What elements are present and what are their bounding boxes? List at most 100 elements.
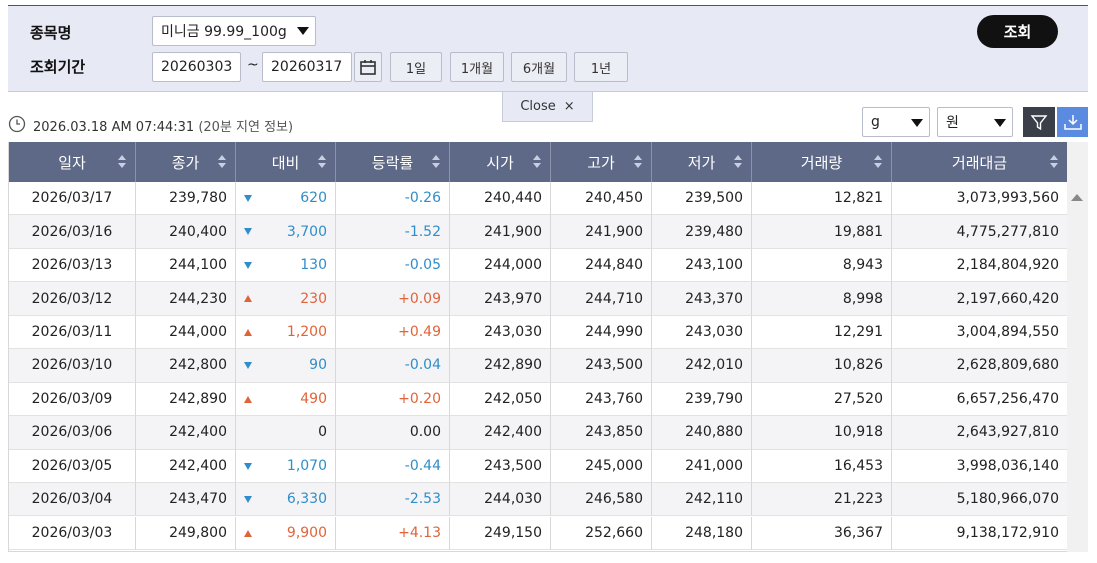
value-cell: -2.53 (336, 483, 450, 517)
down-arrow (244, 362, 252, 370)
value-cell: 12,821 (752, 182, 892, 216)
sort-icon (533, 163, 541, 168)
value-cell: 9,138,172,910 (892, 516, 1068, 550)
column-header[interactable]: 거래대금 (892, 142, 1068, 182)
change-text: 230 (300, 290, 327, 307)
close-text: Close (520, 99, 556, 114)
change-text: 620 (300, 190, 327, 207)
date-cell: 2026/03/16 (9, 215, 136, 249)
value-cell: -0.26 (336, 182, 450, 216)
change-text: 490 (300, 390, 327, 407)
value-cell: 27,520 (752, 382, 892, 417)
value-cell: 242,110 (652, 483, 752, 517)
column-header[interactable]: 거래량 (752, 142, 892, 182)
date-cell: 2026/03/03 (9, 516, 136, 550)
column-header[interactable]: 대비 (236, 142, 336, 182)
date-cell: 2026/03/10 (9, 349, 136, 383)
header-text: 시가 (486, 153, 514, 172)
date-cell: 2026/03/05 (9, 449, 136, 484)
value-cell: 242,890 (136, 382, 236, 417)
column-header[interactable]: 시가 (450, 142, 551, 182)
change-text: 6,330 (286, 491, 327, 508)
down-arrow (244, 228, 252, 236)
calendar-icon (360, 60, 376, 75)
header-text: 저가 (687, 153, 716, 172)
sort-icon (634, 163, 642, 168)
change-text: 1,200 (286, 324, 327, 341)
header-text: 거래대금 (951, 153, 1008, 172)
range-button[interactable]: 1개월 (450, 52, 504, 82)
value-cell: 241,900 (551, 215, 652, 249)
value-cell: 242,400 (136, 416, 236, 450)
value-cell: 249,150 (450, 516, 551, 550)
value-cell: 243,370 (652, 282, 752, 316)
scrollbar (1067, 142, 1088, 552)
data-table: 일자 종가 대비 등락률 시가 고가 저가 거래량 거래대금 2026/03/17 239,780 6… (8, 142, 1088, 552)
value-cell: 239,500 (652, 182, 752, 216)
value-cell: 244,030 (450, 483, 551, 517)
header-text: 고가 (587, 153, 615, 172)
sort-icon (1050, 163, 1058, 168)
date-cell: 2026/03/06 (9, 416, 136, 450)
item-select[interactable]: 미니금 99.99_100g (152, 16, 316, 46)
submit-button[interactable]: 조회 (977, 15, 1058, 48)
header-text: 일자 (58, 153, 86, 172)
value-cell: 5,180,966,070 (892, 483, 1068, 517)
value-cell: 240,880 (652, 416, 752, 450)
sort-icon (874, 155, 882, 160)
calendar-button[interactable] (354, 52, 382, 82)
column-header[interactable]: 저가 (652, 142, 752, 182)
value-cell: 244,000 (136, 315, 236, 350)
value-cell: 243,100 (652, 248, 752, 283)
column-header[interactable]: 고가 (551, 142, 652, 182)
value-cell: 248,180 (652, 516, 752, 550)
header-text: 거래량 (800, 153, 843, 172)
column-header[interactable]: 종가 (136, 142, 236, 182)
date-cell: 2026/03/09 (9, 382, 136, 417)
range-button[interactable]: 1년 (574, 52, 628, 82)
filter-button[interactable] (1023, 107, 1055, 137)
value-cell: 10,918 (752, 416, 892, 450)
scroll-up (1071, 194, 1083, 201)
value-cell: 239,790 (652, 382, 752, 417)
end-date[interactable]: 20260317 (262, 52, 352, 82)
value-cell: 230 (236, 282, 336, 316)
column-header[interactable]: 등락률 (336, 142, 450, 182)
value-cell: 244,710 (551, 282, 652, 316)
header-text: 등락률 (371, 153, 414, 172)
value-cell: 243,850 (551, 416, 652, 450)
value-cell: 243,030 (450, 315, 551, 350)
dropdown-arrow (297, 27, 309, 35)
value-cell: +0.49 (336, 315, 450, 350)
dropdown-arrow (911, 119, 923, 127)
close-tab[interactable]: Close × (502, 92, 593, 122)
clock-icon (8, 115, 26, 133)
value-cell: 2,184,804,920 (892, 248, 1068, 283)
value-cell: 3,004,894,550 (892, 315, 1068, 350)
item-value: 미니금 99.99_100g (161, 24, 287, 40)
range-button[interactable]: 6개월 (511, 52, 567, 82)
download-button[interactable] (1057, 107, 1088, 137)
value-cell: +0.20 (336, 382, 450, 417)
value-cell: 239,780 (136, 182, 236, 216)
value-cell: 244,000 (450, 248, 551, 283)
date-cell: 2026/03/12 (9, 282, 136, 316)
value-cell: 243,500 (551, 349, 652, 383)
sort-icon (734, 155, 742, 160)
unit-select[interactable]: g (862, 107, 930, 137)
value-cell: 239,480 (652, 215, 752, 249)
value-cell: 2,628,809,680 (892, 349, 1068, 383)
value-cell: 240,400 (136, 215, 236, 249)
down-arrow (244, 261, 252, 269)
currency-value: 원 (946, 115, 959, 131)
value-cell: 243,500 (450, 449, 551, 484)
column-header[interactable]: 일자 (9, 142, 136, 182)
value-cell: 0.00 (336, 416, 450, 450)
start-date[interactable]: 20260303 (152, 52, 241, 82)
close-icon: × (563, 99, 575, 114)
currency-select[interactable]: 원 (937, 107, 1013, 137)
value-cell: -1.52 (336, 215, 450, 249)
value-cell: 243,970 (450, 282, 551, 316)
range-button[interactable]: 1일 (390, 52, 442, 82)
